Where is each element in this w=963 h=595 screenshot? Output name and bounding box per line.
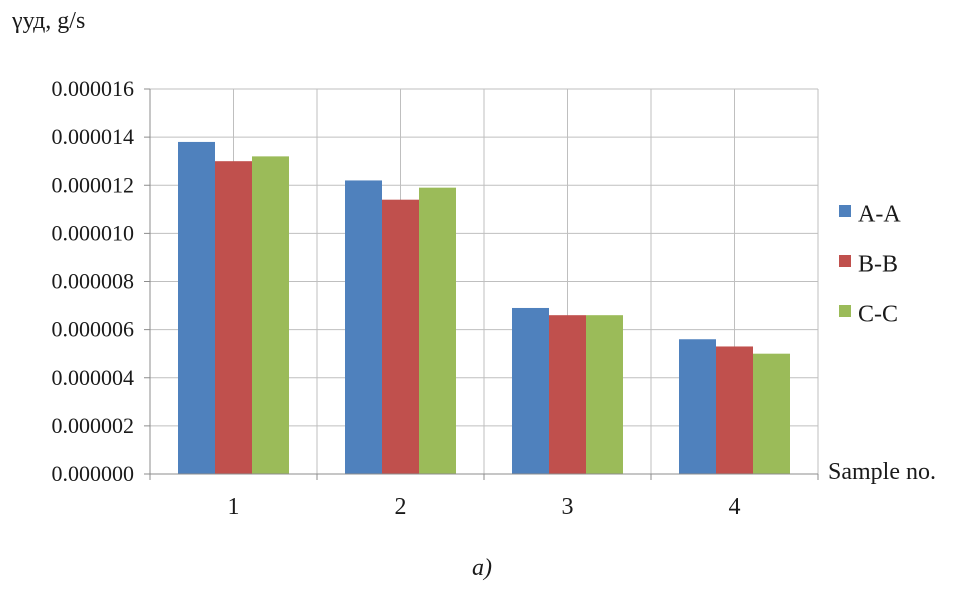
bar-b-b-2 [382, 199, 419, 474]
y-tick-labels: 0.000000 0.000002 0.000004 0.000006 0.000008… [52, 76, 135, 486]
y-tick-label: 0.000014 [52, 124, 135, 149]
figure-caption: a) [472, 555, 492, 581]
y-tick-label: 0.000004 [52, 365, 135, 390]
x-tick-label: 2 [395, 494, 407, 520]
y-tick-label: 0.000002 [52, 413, 135, 438]
bar-c-c-3 [586, 315, 623, 474]
y-tick-label: 0.000008 [52, 269, 135, 294]
legend-swatch-c-c [839, 305, 851, 317]
x-tick-label: 3 [562, 494, 574, 520]
y-tick-label: 0.000006 [52, 317, 135, 342]
legend-label-c-c: C-C [858, 302, 898, 328]
y-tick-label: 0.000016 [52, 76, 135, 101]
bar-a-a-4 [679, 339, 716, 474]
bar-c-c-2 [419, 187, 456, 474]
bar-c-c-1 [252, 156, 289, 474]
y-tick-label: 0.000012 [52, 172, 135, 197]
axes [144, 88, 819, 480]
legend-label-b-b: B-B [858, 252, 898, 278]
bar-b-b-1 [215, 161, 252, 474]
x-tick-labels: 1 2 3 4 [228, 494, 741, 520]
bars [178, 141, 790, 474]
y-axis-label: γуд, g/s [11, 8, 85, 34]
x-axis-label: Sample no. [828, 459, 936, 485]
legend-swatch-b-b [839, 255, 851, 267]
x-tick-label: 1 [228, 494, 240, 520]
bar-b-b-3 [549, 315, 586, 474]
bar-c-c-4 [753, 353, 790, 474]
bar-b-b-4 [716, 346, 753, 474]
y-tick-label: 0.000000 [52, 461, 135, 486]
legend: A-A B-B C-C [839, 202, 901, 328]
bar-a-a-2 [345, 180, 382, 474]
y-tick-label: 0.000010 [52, 220, 135, 245]
legend-swatch-a-a [839, 205, 851, 217]
bar-a-a-3 [512, 307, 549, 474]
bar-a-a-1 [178, 141, 215, 474]
legend-label-a-a: A-A [858, 202, 901, 228]
x-tick-label: 4 [729, 494, 741, 520]
